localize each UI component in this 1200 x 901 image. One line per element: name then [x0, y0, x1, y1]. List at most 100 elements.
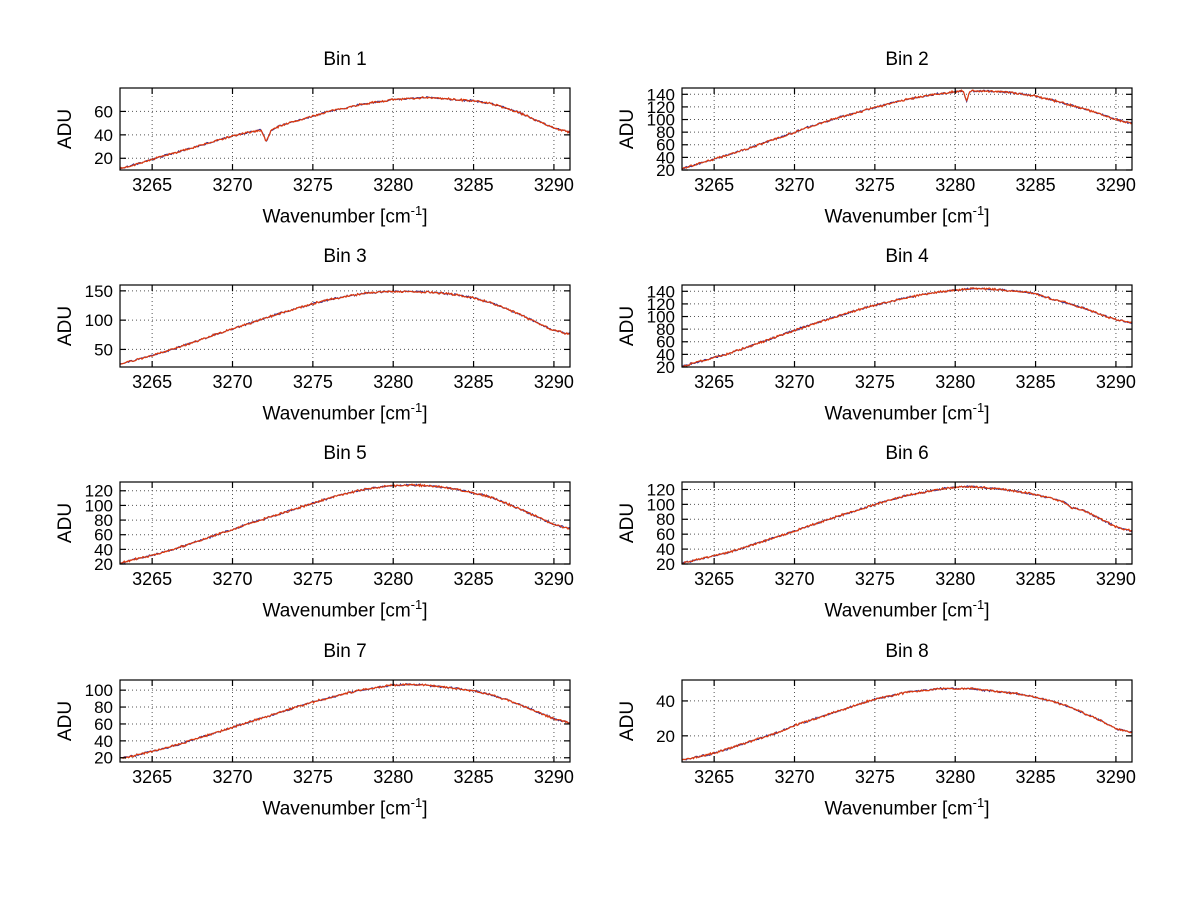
svg-text:80: 80 — [656, 320, 675, 339]
superscript: -1 — [972, 795, 985, 810]
svg-text:20: 20 — [94, 749, 113, 768]
svg-text:3285: 3285 — [454, 175, 494, 195]
tick-marks — [682, 482, 1132, 565]
svg-text:3265: 3265 — [694, 175, 734, 195]
svg-text:3290: 3290 — [534, 372, 574, 392]
svg-text:20: 20 — [656, 358, 675, 377]
svg-text:20: 20 — [656, 555, 675, 574]
plot-area: 3265 3270 3275 3280 3285 3290 50 100 150 — [85, 282, 574, 392]
svg-text:40: 40 — [94, 540, 113, 559]
superscript: -1 — [410, 597, 423, 612]
x-axis-label: Wavenumber [cm-1] — [262, 597, 428, 622]
svg-text:20: 20 — [94, 555, 113, 574]
gridlines — [682, 88, 1132, 171]
svg-text:100: 100 — [85, 311, 113, 330]
svg-text:100: 100 — [85, 681, 113, 700]
gridlines — [120, 680, 570, 762]
svg-text:3285: 3285 — [1016, 569, 1056, 589]
svg-text:3270: 3270 — [212, 569, 252, 589]
svg-text:60: 60 — [94, 715, 113, 734]
svg-text:3270: 3270 — [774, 175, 814, 195]
svg-text:40: 40 — [656, 345, 675, 364]
svg-text:80: 80 — [656, 123, 675, 142]
series-spectrum — [682, 287, 1132, 367]
svg-text:3275: 3275 — [855, 767, 895, 787]
superscript: -1 — [410, 203, 423, 218]
svg-text:3280: 3280 — [935, 372, 975, 392]
svg-text:100: 100 — [647, 495, 675, 514]
svg-text:3280: 3280 — [935, 767, 975, 787]
svg-text:3285: 3285 — [454, 569, 494, 589]
gridlines — [120, 285, 570, 367]
y-tick-labels: 50 100 150 — [85, 282, 113, 360]
tick-marks — [120, 680, 570, 762]
svg-text:20: 20 — [656, 161, 675, 180]
x-tick-labels: 3265 3270 3275 3280 3285 3290 — [694, 569, 1136, 589]
axes-box — [119, 87, 571, 171]
subplot-bin-8: Bin 8 ADU 3265 3270 3275 3280 3285 3290 20 40 W… — [592, 635, 1162, 832]
svg-text:40: 40 — [656, 692, 675, 711]
gridlines — [682, 680, 1132, 762]
subplot-bin-1: Bin 1 ADU 3265 3270 3275 3280 3285 3290 20 40 60… — [30, 43, 600, 240]
series-spectrum — [120, 682, 570, 760]
svg-text:3265: 3265 — [694, 569, 734, 589]
svg-text:3290: 3290 — [534, 175, 574, 195]
chart-title: Bin 5 — [323, 443, 367, 464]
svg-text:3280: 3280 — [373, 175, 413, 195]
svg-text:150: 150 — [85, 282, 113, 301]
subplot-bin-6: Bin 6 ADU 3265 3270 3275 3280 3285 3290 20 40 60… — [592, 437, 1162, 634]
chart-title: Bin 7 — [323, 641, 367, 662]
svg-text:3270: 3270 — [774, 569, 814, 589]
svg-text:60: 60 — [656, 136, 675, 155]
superscript: -1 — [972, 400, 985, 415]
series-spectrum — [682, 485, 1132, 564]
x-tick-labels: 3265 3270 3275 3280 3285 3290 — [132, 175, 574, 195]
svg-text:3265: 3265 — [132, 175, 172, 195]
svg-text:3275: 3275 — [293, 175, 333, 195]
svg-text:3280: 3280 — [935, 175, 975, 195]
plot-area: 3265 3270 3275 3280 3285 3290 2040608010012014… — [647, 282, 1136, 392]
svg-text:3275: 3275 — [855, 569, 895, 589]
x-axis-label: Wavenumber [cm-1] — [262, 400, 428, 425]
subplot-bin-5: Bin 5 ADU 3265 3270 3275 3280 3285 3290 20 40 60… — [30, 437, 600, 634]
gridlines — [120, 482, 570, 565]
x-tick-labels: 3265 3270 3275 3280 3285 3290 — [132, 372, 574, 392]
tick-marks — [682, 285, 1132, 368]
svg-text:40: 40 — [656, 540, 675, 559]
x-axis-label: Wavenumber [cm-1] — [262, 795, 428, 820]
superscript: -1 — [410, 795, 423, 810]
svg-text:3270: 3270 — [774, 372, 814, 392]
x-tick-labels: 3265 3270 3275 3280 3285 3290 — [694, 372, 1136, 392]
svg-text:60: 60 — [94, 102, 113, 121]
svg-text:60: 60 — [656, 525, 675, 544]
svg-text:3285: 3285 — [454, 372, 494, 392]
svg-text:3285: 3285 — [1016, 767, 1056, 787]
axes-box — [681, 284, 1133, 368]
svg-text:3270: 3270 — [212, 175, 252, 195]
svg-text:3265: 3265 — [132, 372, 172, 392]
x-tick-labels: 3265 3270 3275 3280 3285 3290 — [132, 767, 574, 787]
svg-text:3265: 3265 — [132, 767, 172, 787]
tick-marks — [120, 482, 570, 565]
x-axis-label: Wavenumber [cm-1] — [262, 203, 428, 228]
svg-text:40: 40 — [94, 126, 113, 145]
svg-text:3275: 3275 — [293, 767, 333, 787]
subplot-bin-3: Bin 3 ADU 3265 3270 3275 3280 3285 3290 50 100 1… — [30, 240, 600, 437]
series-spectrum — [120, 482, 570, 564]
svg-text:3275: 3275 — [855, 175, 895, 195]
svg-text:120: 120 — [647, 295, 675, 314]
svg-text:3280: 3280 — [373, 767, 413, 787]
svg-text:60: 60 — [94, 526, 113, 545]
series-spectrum — [120, 96, 570, 170]
svg-text:120: 120 — [647, 480, 675, 499]
tick-marks — [120, 88, 570, 170]
svg-text:80: 80 — [94, 511, 113, 530]
svg-text:3265: 3265 — [694, 767, 734, 787]
x-tick-labels: 3265 3270 3275 3280 3285 3290 — [132, 569, 574, 589]
svg-text:3265: 3265 — [132, 569, 172, 589]
